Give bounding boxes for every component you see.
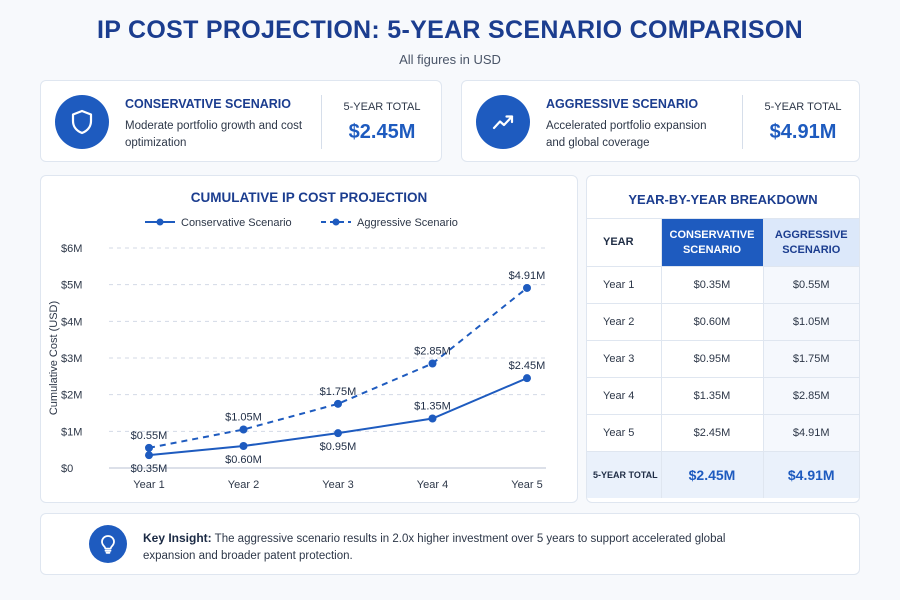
key-insight-label: Key Insight: xyxy=(143,531,212,545)
conservative-total-value: $2.45M xyxy=(348,121,416,143)
legend-conservative-label: Conservative Scenario xyxy=(181,217,292,229)
table-row: Year 5 $2.45M $4.91M xyxy=(587,414,859,452)
aggressive-total-value: $4.91M xyxy=(769,121,837,143)
row-conservative: $2.45M xyxy=(661,414,764,452)
row-year: Year 2 xyxy=(587,303,662,341)
aggressive-total-label: 5-YEAR TOTAL xyxy=(764,101,842,113)
row-year: Year 1 xyxy=(587,266,662,304)
key-insight-body: The aggressive scenario results in 2.0x … xyxy=(143,533,726,562)
conservative-data-label: $0.95M xyxy=(320,441,357,453)
total-conservative: $2.45M xyxy=(661,451,764,498)
aggressive-data-label: $2.85M xyxy=(414,346,451,358)
row-conservative: $1.35M xyxy=(661,377,764,415)
chart-title: CUMULATIVE IP COST PROJECTION xyxy=(190,190,428,205)
aggressive-data-label: $4.91M xyxy=(509,270,546,282)
page-title: IP COST PROJECTION: 5-YEAR SCENARIO COMP… xyxy=(96,16,803,44)
conservative-scenario-title: CONSERVATIVE SCENARIO xyxy=(125,97,291,111)
row-conservative: $0.35M xyxy=(661,266,764,304)
conservative-data-label: $2.45M xyxy=(509,360,546,372)
table-row: Year 4 $1.35M $2.85M xyxy=(587,377,859,415)
aggressive-data-label: $1.75M xyxy=(320,386,357,398)
lightbulb-icon xyxy=(89,525,127,563)
total-row: 5-YEAR TOTAL $2.45M $4.91M xyxy=(587,451,859,498)
breakdown-table: YEAR CONSERVATIVE SCENARIO AGGRESSIVE SC… xyxy=(587,218,859,498)
x-tick-label: Year 4 xyxy=(417,479,448,491)
row-aggressive: $1.05M xyxy=(763,303,859,341)
y-tick-label: $6M xyxy=(61,243,82,255)
aggressive-data-point xyxy=(334,399,342,408)
aggressive-data-point xyxy=(239,425,248,434)
page-subtitle: All figures in USD xyxy=(399,52,501,67)
row-conservative: $0.95M xyxy=(661,340,764,378)
conservative-data-point xyxy=(523,374,531,383)
header-aggressive: AGGRESSIVE SCENARIO xyxy=(763,218,859,267)
conservative-data-point xyxy=(145,451,153,460)
legend-conservative-marker xyxy=(156,218,164,226)
conservative-scenario-card: CONSERVATIVE SCENARIO Moderate portfolio… xyxy=(40,80,442,162)
conservative-data-point xyxy=(239,442,248,450)
table-row: Year 2 $0.60M $1.05M xyxy=(587,303,859,341)
y-tick-label: $4M xyxy=(61,316,82,328)
x-tick-label: Year 2 xyxy=(228,479,259,491)
y-tick-label: $1M xyxy=(61,426,82,438)
aggressive-data-point xyxy=(145,443,153,452)
conservative-data-point xyxy=(428,414,437,423)
conservative-data-label: $1.35M xyxy=(414,401,451,413)
line-chart: $0 $1M $2M $3M $4M $5M $6M Year 1 Year 2 Year 3 Ye… xyxy=(48,217,546,491)
y-tick-label: $0 xyxy=(61,463,73,475)
trending-up-icon xyxy=(476,95,530,149)
y-tick-label: $2M xyxy=(61,390,82,402)
conservative-total-label: 5-YEAR TOTAL xyxy=(343,101,421,113)
x-tick-label: Year 1 xyxy=(133,479,164,491)
row-aggressive: $2.85M xyxy=(763,377,859,415)
conservative-data-point xyxy=(334,429,342,438)
aggressive-data-point xyxy=(428,359,437,368)
aggressive-scenario-card: AGGRESSIVE SCENARIO Accelerated portfoli… xyxy=(461,80,860,162)
row-conservative: $0.60M xyxy=(661,303,764,341)
y-axis-label: Cumulative Cost (USD) xyxy=(48,301,60,415)
row-aggressive: $0.55M xyxy=(763,266,859,304)
aggressive-scenario-title: AGGRESSIVE SCENARIO xyxy=(546,97,699,111)
header-conservative: CONSERVATIVE SCENARIO xyxy=(661,218,764,267)
card-divider xyxy=(321,95,322,149)
key-insight-text: Key Insight: The aggressive scenario res… xyxy=(143,530,743,565)
aggressive-series-line xyxy=(148,287,528,449)
aggressive-scenario-description: Accelerated portfolio expansion and glob… xyxy=(546,120,707,149)
shield-icon xyxy=(55,95,109,149)
table-header-row: YEAR CONSERVATIVE SCENARIO AGGRESSIVE SC… xyxy=(587,218,859,267)
total-aggressive: $4.91M xyxy=(763,451,859,498)
card-divider xyxy=(742,95,743,149)
aggressive-data-label: $0.55M xyxy=(131,430,168,442)
y-tick-label: $3M xyxy=(61,353,82,365)
breakdown-card: YEAR-BY-YEAR BREAKDOWN YEAR CONSERVATIVE… xyxy=(586,175,860,503)
y-tick-label: $5M xyxy=(61,280,82,292)
x-tick-label: Year 3 xyxy=(322,479,353,491)
conservative-data-label: $0.60M xyxy=(225,454,262,466)
aggressive-data-label: $1.05M xyxy=(225,412,262,424)
table-row: Year 3 $0.95M $1.75M xyxy=(587,340,859,378)
breakdown-title: YEAR-BY-YEAR BREAKDOWN xyxy=(628,192,818,207)
row-year: Year 3 xyxy=(587,340,662,378)
row-aggressive: $4.91M xyxy=(763,414,859,452)
row-aggressive: $1.75M xyxy=(763,340,859,378)
conservative-data-label: $0.35M xyxy=(131,463,168,475)
chart-card: CUMULATIVE IP COST PROJECTION $0 $1M $2M $3… xyxy=(40,175,578,503)
table-row: Year 1 $0.35M $0.55M xyxy=(587,266,859,304)
header-year: YEAR xyxy=(587,218,662,267)
conservative-scenario-description: Moderate portfolio growth and cost optim… xyxy=(125,120,303,149)
row-year: Year 5 xyxy=(587,414,662,452)
key-insight-card: Key Insight: The aggressive scenario res… xyxy=(40,513,860,575)
total-label: 5-YEAR TOTAL xyxy=(587,451,662,498)
x-tick-label: Year 5 xyxy=(511,479,542,491)
aggressive-data-point xyxy=(523,283,531,292)
legend-aggressive-label: Aggressive Scenario xyxy=(357,217,458,229)
legend-aggressive-marker xyxy=(332,218,340,226)
row-year: Year 4 xyxy=(587,377,662,415)
